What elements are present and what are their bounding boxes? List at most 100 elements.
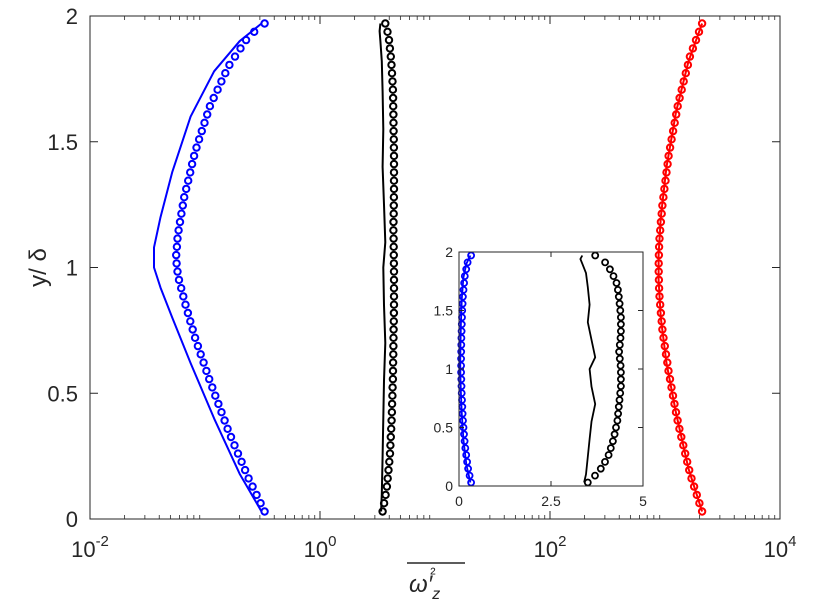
main-series-3-marker: [389, 176, 399, 185]
inset-series-1-marker: [459, 285, 468, 294]
main-series-3-marker: [389, 333, 398, 342]
main-series-5-marker: [658, 201, 667, 210]
inset-series-3-marker: [617, 327, 625, 336]
inset-series-1-marker: [457, 340, 466, 349]
inset-series-1-marker: [458, 299, 467, 308]
main-series-5-marker: [667, 135, 676, 144]
inset-series-3-marker: [615, 347, 623, 356]
main-series-1-marker: [223, 424, 232, 433]
main-series-3-marker: [389, 159, 399, 169]
inset-series-3-marker: [616, 361, 625, 370]
inset-series-1-marker: [459, 416, 467, 425]
main-series-5-marker: [670, 399, 679, 409]
main-x-tick-label: 10-2: [71, 533, 109, 562]
main-series-3-marker: [389, 300, 399, 309]
main-x-tick-label-base: 10: [304, 537, 328, 562]
main-series-5-marker: [692, 490, 701, 500]
main-series-1-marker: [200, 118, 209, 128]
inset-x-tick-label: 5: [639, 493, 647, 509]
main-x-tick-label-exponent: -2: [96, 533, 109, 550]
inset-series-2-line: [579, 255, 597, 483]
main-series-5-marker: [654, 267, 663, 276]
x-axis-label-subscript: z: [431, 586, 440, 603]
main-series-1-marker: [184, 176, 193, 185]
inset-series-3-marker: [617, 313, 625, 322]
main-series-3-marker: [387, 416, 396, 425]
main-series-3-marker: [389, 135, 398, 144]
main-series-1-marker: [221, 69, 230, 78]
main-series-3-marker: [385, 449, 395, 458]
main-series-1-marker: [220, 416, 229, 425]
main-series-3-marker: [388, 383, 397, 392]
main-series-3-marker: [381, 490, 390, 500]
inset-series-3-marker: [615, 299, 624, 308]
main-series-1-marker: [192, 143, 201, 152]
main-series-5-marker: [659, 333, 668, 342]
main-series-3-marker: [389, 341, 398, 351]
main-series-1-marker: [248, 482, 257, 491]
inset-y-tick-label: 0: [445, 478, 453, 494]
main-series-5-marker: [672, 110, 681, 119]
inset-series-3-marker: [606, 444, 615, 453]
inset-series-1-marker: [463, 258, 472, 267]
main-series-5-marker: [654, 250, 664, 260]
main-series-5-marker: [697, 19, 707, 28]
main-series-1-marker: [241, 35, 251, 45]
inset-series-3-marker: [616, 389, 625, 398]
main-series-1-marker: [237, 457, 246, 466]
main-series-5-marker: [689, 482, 699, 491]
inset-series-3-marker: [610, 430, 619, 439]
main-series-1-marker: [174, 226, 183, 235]
main-series-1-marker: [205, 102, 215, 111]
main-series-5-marker: [685, 465, 694, 475]
main-plot-area: [90, 16, 780, 519]
main-series-3-marker: [389, 242, 398, 252]
main-series-1-marker: [182, 184, 191, 194]
inset-series-3-marker: [609, 272, 618, 281]
main-series-5-marker: [660, 184, 669, 194]
main-series-3-marker: [388, 358, 398, 367]
inset-y-tick-label: 1.5: [434, 303, 454, 319]
main-series-3-marker: [379, 499, 389, 508]
main-series-1-marker: [260, 19, 269, 28]
inset-series-1-marker: [460, 272, 469, 281]
x-axis-label-symbol: ω′: [409, 571, 434, 598]
inset-series-3-marker: [614, 285, 622, 294]
main-series-1-marker: [213, 85, 222, 94]
main-series-1-marker: [178, 201, 188, 210]
inset-series-1-marker: [460, 437, 469, 446]
main-series-3-marker: [389, 201, 398, 210]
main-series-3-marker: [381, 19, 390, 28]
main-x-tick-label-exponent: 2: [558, 533, 566, 550]
main-series-1-marker: [181, 300, 190, 309]
main-series-3-marker: [389, 325, 398, 334]
inset-series-3-markers: [583, 251, 625, 487]
main-series-5-marker: [675, 93, 684, 103]
main-series-0-line: [153, 22, 263, 513]
inset-series-3-marker: [615, 340, 624, 349]
inset-series-1-marker: [458, 409, 467, 418]
main-series-3-marker: [389, 168, 399, 177]
main-series-3-marker: [384, 465, 393, 475]
main-series-1-marker: [214, 399, 223, 409]
main-series-5-marker: [687, 474, 696, 483]
main-series-1-marker: [203, 110, 212, 119]
main-series-5-marker: [662, 168, 671, 177]
main-series-5-marker: [670, 118, 679, 128]
main-y-axis-label: y/ δ: [25, 248, 52, 287]
main-series-5-marker: [655, 292, 664, 301]
x-axis-label-superscript: ²: [430, 566, 436, 583]
main-series-1-marker: [190, 333, 200, 342]
main-series-5-marker: [663, 159, 672, 169]
inset-y-tick-label: 2: [445, 244, 453, 260]
main-series-3-marker: [388, 391, 397, 400]
main-series-5-marker: [654, 242, 664, 252]
x-axis-label-text: ω′z ²: [409, 566, 440, 603]
main-series-3-marker: [389, 217, 398, 227]
main-series-1-marker: [173, 234, 182, 243]
main-series-1-marker: [244, 474, 253, 483]
main-series-3-marker: [389, 275, 399, 285]
main-series-3-marker: [386, 441, 395, 450]
main-series-3-marker: [386, 52, 395, 61]
